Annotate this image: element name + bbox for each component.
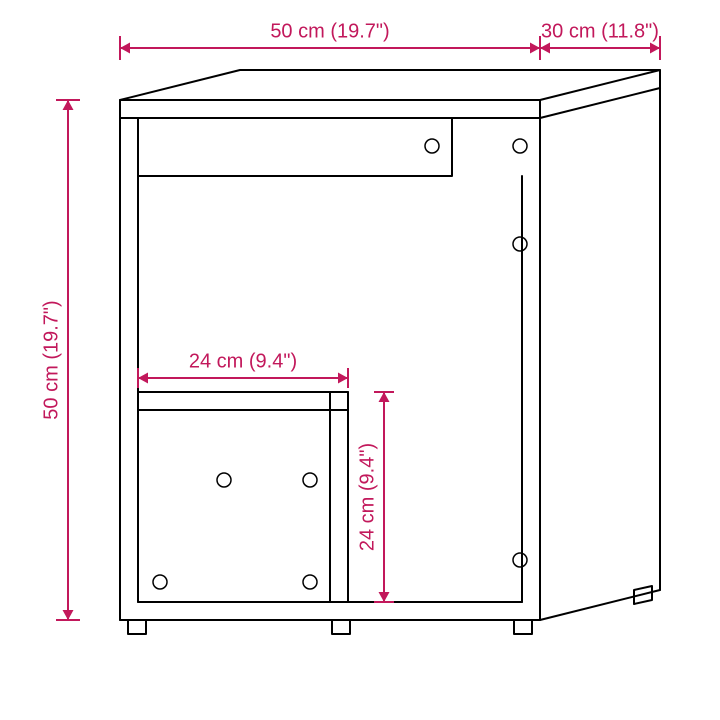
furniture-dimension-diagram: 50 cm (19.7") 30 cm (11.8") 50 cm (19.7") 2… — [0, 0, 720, 720]
assembly-hole — [513, 237, 527, 251]
right-depth-bottom — [540, 590, 660, 620]
foot-right — [514, 620, 532, 634]
assembly-hole — [513, 553, 527, 567]
top-panel-face — [120, 70, 660, 100]
shelf_h-label: 24 cm (9.4") — [356, 443, 378, 551]
assembly-hole — [217, 473, 231, 487]
inner-divider — [330, 392, 348, 602]
foot-left — [128, 620, 146, 634]
width-label: 50 cm (19.7") — [270, 20, 389, 42]
top-panel-right-under — [540, 88, 660, 118]
shelf_w-label: 24 cm (9.4") — [189, 350, 297, 372]
assembly-hole — [303, 575, 317, 589]
assembly-hole — [303, 473, 317, 487]
inner-shelf — [138, 392, 348, 410]
height-label: 50 cm (19.7") — [40, 300, 62, 419]
assembly-hole — [425, 139, 439, 153]
assembly-hole — [513, 139, 527, 153]
assembly-hole — [153, 575, 167, 589]
drawer-front — [138, 118, 452, 176]
depth-label: 30 cm (11.8") — [541, 20, 659, 42]
foot-mid — [332, 620, 350, 634]
